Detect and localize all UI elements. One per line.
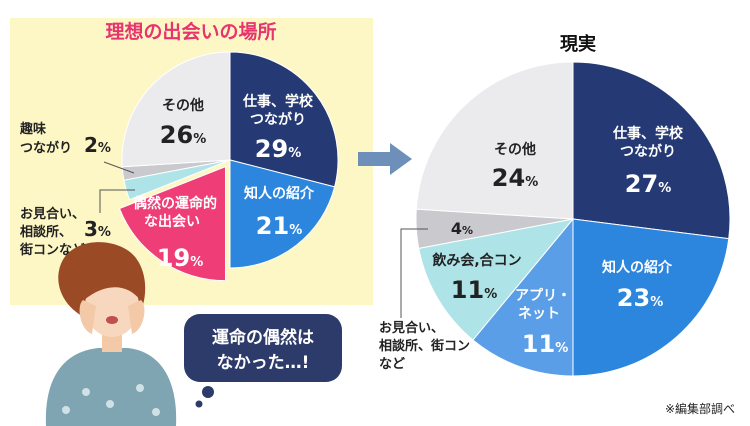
ideal-chart-title: 理想の出会いの場所	[105, 20, 276, 43]
ideal-label-acquaintance-line1: 知人の紹介	[244, 185, 315, 202]
ideal-value-fate: 19%	[157, 244, 203, 272]
footnote: ※編集部調べ	[665, 401, 735, 416]
real-label-work-line2: つながり	[620, 143, 676, 160]
real-value-app: 11%	[522, 330, 568, 358]
real-label-omiai-line1: お見合い、	[379, 320, 444, 336]
real-label-drinking-line1: 飲み会,合コン	[431, 252, 521, 269]
woman-illustration	[45, 242, 177, 426]
ideal-label-omiai: お見合い、 相談所、 街コンなど 3%	[19, 189, 135, 258]
real-value-omiai: 4%	[451, 219, 473, 238]
real-label-omiai: お見合い、 相談所、街コン など	[379, 228, 470, 372]
arrow-icon	[358, 143, 412, 175]
ideal-label-hobby-line2: つながり	[20, 140, 72, 156]
ideal-label-other: その他 26%	[160, 97, 206, 149]
ideal-label-work-line2: つながり	[250, 111, 306, 128]
real-pie-slice-1	[572, 218, 730, 377]
ideal-label-omiai-line2: 相談所、	[20, 224, 72, 240]
ideal-label-work-line1: 仕事、学校	[242, 93, 314, 110]
real-label-other: その他 24%	[492, 141, 538, 192]
ideal-value-hobby: 2%	[84, 133, 111, 157]
speech-bubble-line2: なかった…!	[217, 353, 310, 373]
real-pie-slice-2	[472, 217, 574, 377]
ideal-label-other-line1: その他	[162, 97, 204, 114]
ideal-value-omiai: 3%	[84, 217, 111, 241]
real-value-acquaintance: 23%	[617, 284, 663, 312]
real-label-app-line2: ネット	[518, 306, 560, 322]
real-label-omiai-value: 4%	[451, 219, 473, 238]
speech-bubble: 運命の偶然は なかった…!	[184, 314, 342, 408]
ideal-hobby-leader-line	[103, 161, 135, 174]
real-chart-title: 現実	[560, 33, 596, 55]
real-value-other: 24%	[492, 164, 538, 192]
ideal-value-acquaintance: 21%	[256, 212, 302, 240]
ideal-pie-slice-0	[229, 51, 339, 188]
real-label-acquaintance: 知人の紹介 23%	[602, 259, 673, 312]
real-pie-slice-3	[418, 218, 575, 341]
real-pie-chart	[415, 61, 731, 377]
real-label-drinking: 飲み会,合コン 11%	[431, 252, 521, 304]
real-label-app: アプリ・ ネット 11%	[515, 288, 571, 358]
ideal-pie-chart	[118, 51, 339, 282]
real-label-omiai-line3: など	[379, 357, 405, 372]
ideal-omiai-leader-line	[99, 189, 135, 213]
real-label-app-line1: アプリ・	[515, 288, 571, 304]
real-value-drinking: 11%	[451, 276, 497, 304]
real-label-work-line1: 仕事、学校	[612, 125, 684, 142]
ideal-label-fate: 偶然の運命的 な出会い 19%	[133, 195, 217, 272]
ideal-label-acquaintance: 知人の紹介 21%	[244, 185, 315, 240]
ideal-label-hobby-line1: 趣味	[19, 121, 46, 137]
ideal-value-other: 26%	[160, 121, 206, 149]
ideal-label-work: 仕事、学校 つながり 29%	[242, 93, 314, 163]
real-omiai-leader-line	[400, 228, 428, 318]
ideal-value-work: 29%	[255, 135, 301, 163]
ideal-label-fate-line2: な出会い	[144, 213, 200, 230]
real-pie-slice-5	[415, 61, 574, 220]
real-label-acquaintance-line1: 知人の紹介	[602, 259, 673, 276]
speech-bubble-line1: 運命の偶然は	[212, 327, 314, 348]
speech-bubble-body	[184, 314, 342, 382]
real-label-work: 仕事、学校 つながり 27%	[612, 125, 684, 198]
ideal-label-hobby: 趣味 つながり 2%	[19, 121, 135, 174]
ideal-label-fate-line1: 偶然の運命的	[133, 195, 217, 212]
ideal-label-omiai-line1: お見合い、	[20, 206, 85, 222]
real-label-other-line1: その他	[494, 141, 536, 158]
real-label-omiai-line2: 相談所、街コン	[379, 338, 470, 354]
real-pie-slice-0	[572, 61, 731, 240]
real-value-work: 27%	[625, 170, 671, 198]
ideal-pie-slice-1	[229, 159, 336, 269]
ideal-pie-slice-2	[118, 165, 227, 282]
ideal-pie-slice-5	[121, 51, 231, 168]
